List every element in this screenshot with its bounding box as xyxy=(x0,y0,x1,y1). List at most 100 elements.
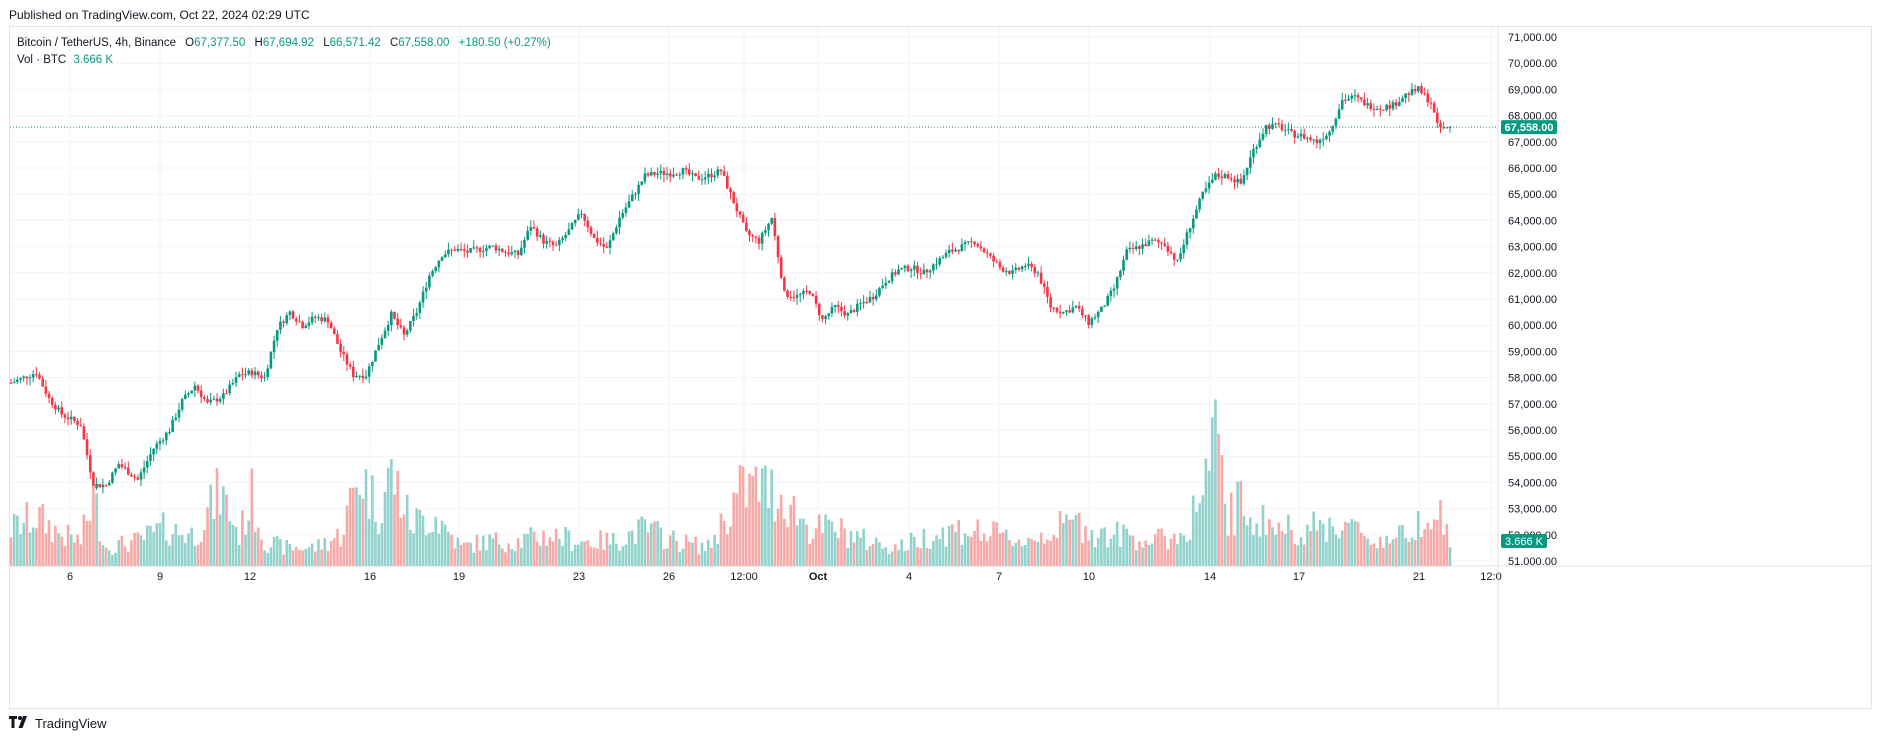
candle-body xyxy=(789,296,793,298)
volume-bar xyxy=(900,539,903,566)
volume-bar xyxy=(998,533,1002,566)
candle-body xyxy=(377,344,380,351)
volume-bar xyxy=(478,550,482,566)
volume-bar xyxy=(526,533,529,566)
volume-bar xyxy=(1020,546,1024,566)
candle-body xyxy=(1020,266,1024,270)
candle-body xyxy=(729,188,732,193)
candle-body xyxy=(1201,191,1205,199)
volume-bar xyxy=(320,549,323,566)
y-tick-label: 58,000.00 xyxy=(1508,373,1557,385)
volume-bar xyxy=(871,544,875,566)
volume-bar xyxy=(193,546,197,566)
volume-bar xyxy=(377,534,380,566)
volume-bar xyxy=(894,544,897,566)
candle-body xyxy=(63,414,67,418)
x-tick-label: 26 xyxy=(663,571,675,583)
x-tick-label: 17 xyxy=(1293,571,1305,583)
volume-bar xyxy=(114,552,117,566)
candle-body xyxy=(272,340,276,352)
candle-body xyxy=(241,374,244,376)
volume-bar xyxy=(371,475,374,566)
volume-bar xyxy=(285,539,289,566)
volume-bar xyxy=(1144,540,1148,566)
x-tick-label: Oct xyxy=(809,571,828,583)
candle-body xyxy=(218,398,222,402)
volume-bar xyxy=(1198,503,1201,566)
volume-bar xyxy=(798,518,802,566)
volume-bar xyxy=(472,552,476,566)
volume-bar xyxy=(792,495,796,566)
candle-body xyxy=(120,464,124,467)
volume-bar xyxy=(88,520,92,566)
published-caption: Published on TradingView.com, Oct 22, 20… xyxy=(9,8,310,22)
volume-bar xyxy=(726,534,729,566)
candle-body xyxy=(862,301,865,304)
candle-body xyxy=(938,258,941,265)
candle-body xyxy=(957,249,961,252)
volume-bar xyxy=(602,549,606,566)
volume-bar xyxy=(1204,458,1208,566)
candle-body xyxy=(928,270,932,273)
candle-body xyxy=(687,169,691,175)
tradingview-logo-icon xyxy=(9,716,29,731)
candle-body xyxy=(1210,179,1214,183)
volume-bar xyxy=(491,538,495,566)
candle-body xyxy=(960,244,964,252)
volume-bar xyxy=(1087,540,1090,566)
candle-body xyxy=(703,177,707,180)
candle-body xyxy=(630,194,634,202)
chart-legend: Bitcoin / TetherUS, 4h, Binance O67,377.… xyxy=(17,35,551,69)
candle-body xyxy=(748,230,751,236)
volume-bar xyxy=(928,548,932,566)
volume-value: 3.666 K xyxy=(73,54,114,66)
volume-bar xyxy=(1062,523,1065,566)
candle-body xyxy=(9,382,13,384)
candle-body xyxy=(567,229,571,235)
candle-body xyxy=(405,330,409,335)
symbol-label[interactable]: Bitcoin / TetherUS, 4h, Binance xyxy=(17,37,176,49)
candle-body xyxy=(1138,246,1141,249)
volume-bar xyxy=(171,534,174,566)
candle-body xyxy=(462,249,466,251)
x-tick-label: 6 xyxy=(67,571,73,583)
volume-bar xyxy=(158,523,162,566)
candle-body xyxy=(288,311,292,316)
volume-bar xyxy=(1226,535,1230,566)
volume-bar xyxy=(1268,519,1271,566)
candle-body xyxy=(779,257,783,278)
y-tick-label: 65,000.00 xyxy=(1508,189,1557,201)
volume-bar xyxy=(1290,529,1293,566)
volume-bar xyxy=(836,538,840,566)
low-label: L66,571.42 xyxy=(323,37,381,49)
candle-body xyxy=(500,248,504,252)
candle-body xyxy=(244,373,247,376)
volume-bar xyxy=(92,485,95,566)
candle-body xyxy=(421,291,425,303)
candle-body xyxy=(859,303,862,305)
candle-body xyxy=(307,322,311,326)
volume-bar xyxy=(298,549,301,566)
y-tick-label: 57,000.00 xyxy=(1508,399,1557,411)
volume-bar xyxy=(1052,535,1056,566)
candle-body xyxy=(836,304,840,307)
volume-label[interactable]: Vol · BTC xyxy=(17,54,67,66)
candle-body xyxy=(285,315,289,324)
volume-bar xyxy=(272,536,276,566)
candle-body xyxy=(985,252,989,254)
volume-bar xyxy=(989,536,992,566)
volume-bar xyxy=(665,548,669,566)
candle-body xyxy=(497,248,501,251)
volume-bar xyxy=(897,549,900,566)
candle-body xyxy=(618,217,621,228)
candle-body xyxy=(1229,178,1233,180)
volume-bar xyxy=(367,518,371,566)
candle-body xyxy=(332,328,336,335)
volume-bar xyxy=(855,531,859,566)
volume-bar xyxy=(1176,544,1179,566)
candle-body xyxy=(887,281,891,283)
candle-body xyxy=(184,394,187,400)
volume-bar xyxy=(317,539,320,566)
candle-body xyxy=(317,317,320,319)
